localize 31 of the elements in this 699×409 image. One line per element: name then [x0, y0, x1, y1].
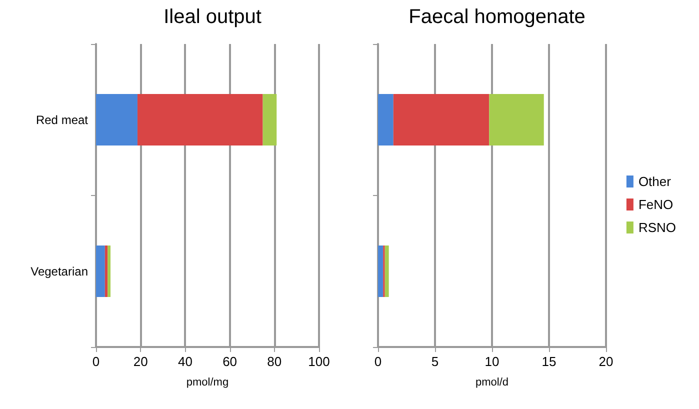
bar: [104, 245, 108, 298]
x-tick-label: 40: [178, 354, 192, 369]
x-tick-label: 0: [374, 354, 382, 369]
x-tick-label: 5: [431, 354, 439, 369]
bar: [96, 245, 105, 298]
bar: [489, 94, 544, 146]
bar: [393, 94, 490, 146]
x-tick-label: 10: [484, 354, 500, 369]
x-axis-title: pmol/mg: [186, 376, 229, 388]
x-tick-label: 100: [308, 354, 330, 369]
bar: [378, 94, 394, 146]
bar: [384, 245, 389, 298]
y-tick-label: Vegetarian: [30, 264, 88, 278]
chart-title: Ileal output: [164, 6, 262, 28]
y-tick-label: Red meat: [36, 112, 89, 127]
bar: [137, 94, 263, 146]
x-tick-label: 60: [222, 354, 238, 369]
bar: [108, 245, 110, 298]
legend-label: FeNO: [638, 197, 674, 212]
x-tick-label: 20: [598, 354, 614, 369]
x-tick-label: 20: [133, 354, 148, 369]
x-tick-label: 15: [542, 354, 556, 369]
legend-label: RSNO: [638, 220, 676, 235]
x-tick-label: 80: [267, 354, 282, 369]
legend-label: Other: [638, 174, 672, 189]
bar: [96, 94, 138, 146]
x-axis-title: pmol/d: [475, 376, 509, 388]
bar: [378, 245, 384, 298]
chart-title: Faecal homogenate: [408, 6, 586, 28]
x-tick-label: 0: [92, 354, 100, 369]
bar: [262, 94, 277, 146]
